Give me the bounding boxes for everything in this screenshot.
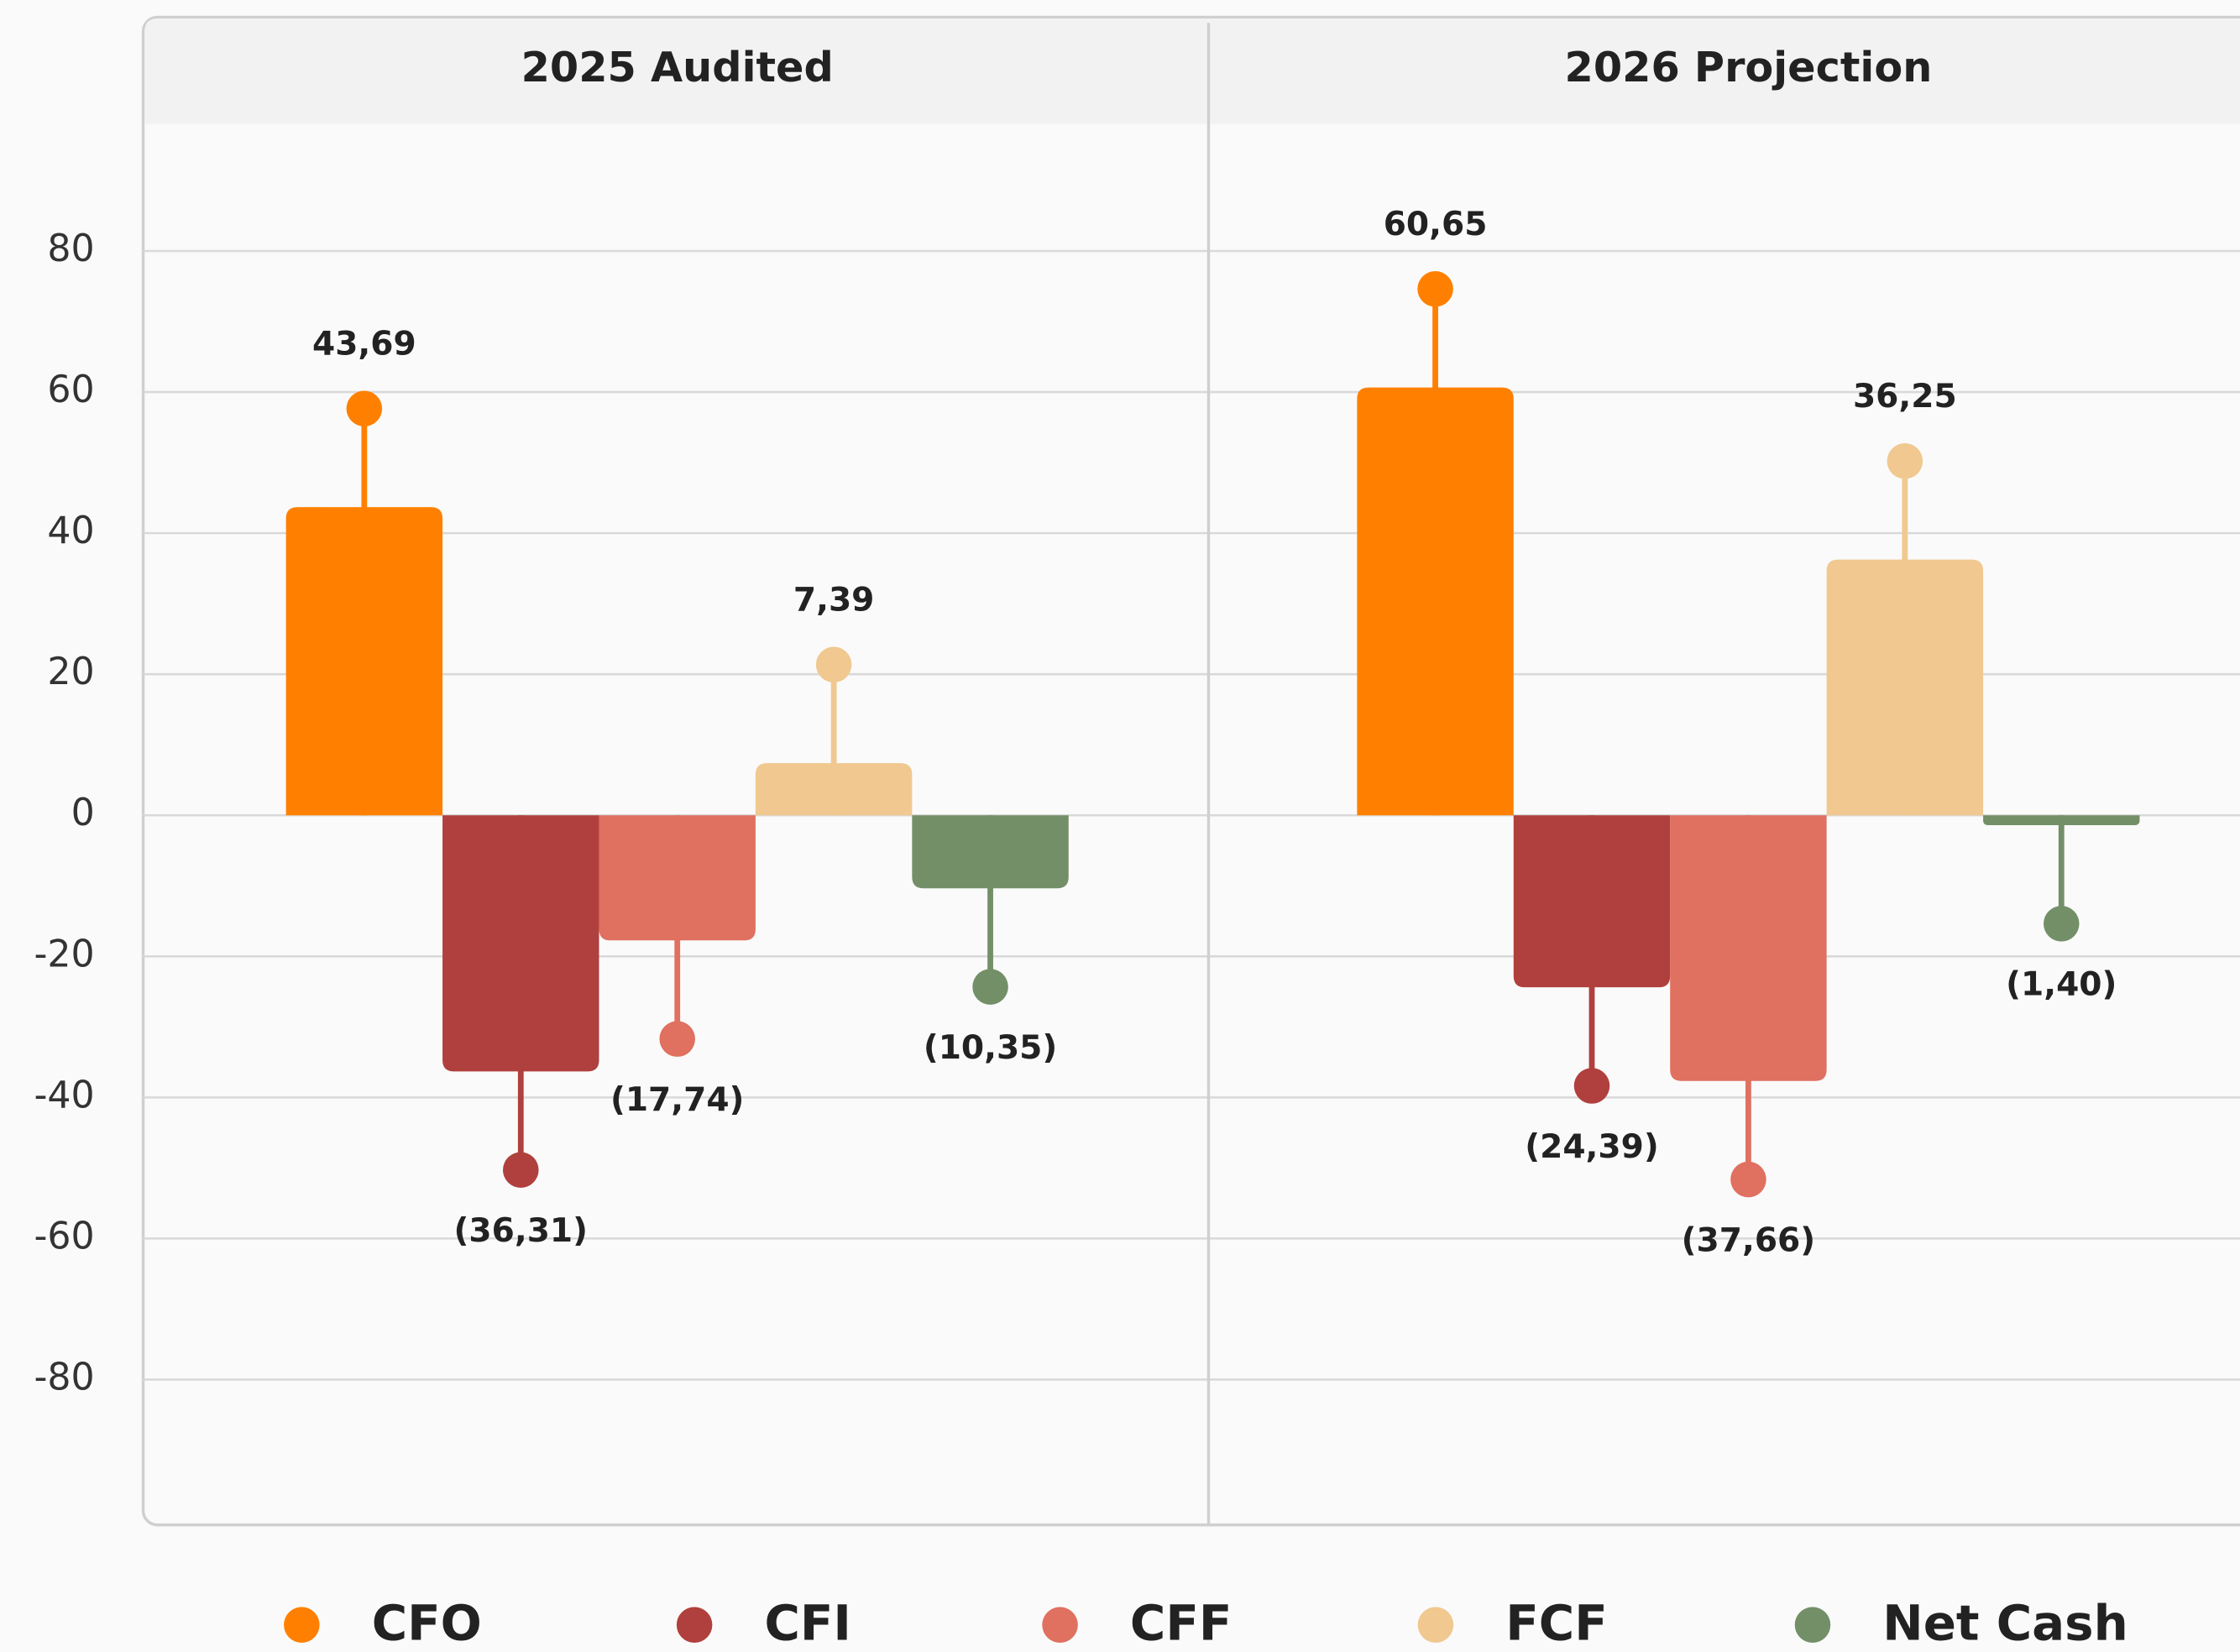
bar xyxy=(1826,559,1984,816)
y-tick-label: -80 xyxy=(34,1356,94,1398)
y-tick-label: 60 xyxy=(47,369,94,411)
bar xyxy=(1670,815,1827,1081)
bar xyxy=(285,507,443,816)
legend-label: CFO xyxy=(372,1594,482,1651)
value-label: 7,39 xyxy=(793,581,875,619)
y-tick-label: 20 xyxy=(47,651,94,693)
value-label: 43,69 xyxy=(312,325,416,363)
bar xyxy=(1357,387,1514,816)
bar xyxy=(912,815,1069,889)
legend-swatch xyxy=(1042,1607,1078,1643)
y-tick-label: -20 xyxy=(34,933,94,975)
lollipop-dot xyxy=(1573,1068,1610,1104)
legend-swatch xyxy=(284,1607,320,1643)
bar xyxy=(442,815,599,1072)
y-tick-label: 40 xyxy=(47,510,94,552)
panel-frame xyxy=(141,15,2240,1527)
value-label: 36,25 xyxy=(1853,378,1957,416)
y-tick-label: 0 xyxy=(71,792,95,834)
value-label: (10,35) xyxy=(924,1029,1057,1067)
lollipop-dot xyxy=(659,1021,695,1057)
legend-label: CFI xyxy=(764,1594,850,1651)
y-tick-label: -40 xyxy=(34,1074,94,1116)
lollipop-dot xyxy=(2044,906,2080,942)
legend-label: Net Cash xyxy=(1882,1594,2127,1651)
value-label: (1,40) xyxy=(2006,966,2117,1004)
legend-swatch xyxy=(1417,1607,1454,1643)
y-tick-label: 80 xyxy=(47,227,94,270)
value-label: 60,65 xyxy=(1384,206,1488,243)
lollipop-dot xyxy=(1417,270,1453,307)
bar xyxy=(1983,815,2140,826)
lollipop-dot xyxy=(1730,1161,1766,1198)
panel-header xyxy=(144,18,2240,124)
value-label: (37,66) xyxy=(1682,1221,1815,1259)
bar xyxy=(755,763,913,816)
facet-title: 2026 Projection xyxy=(1565,43,1933,91)
lollipop-dot xyxy=(346,390,383,427)
legend-swatch xyxy=(1794,1607,1831,1643)
value-label: (17,74) xyxy=(610,1081,744,1119)
facet-title: 2025 Audited xyxy=(521,43,834,91)
legend-label: FCF xyxy=(1505,1594,1607,1651)
lollipop-dot xyxy=(503,1152,539,1188)
legend-label: CFF xyxy=(1130,1594,1232,1651)
lollipop-dot xyxy=(815,646,852,683)
legend-swatch xyxy=(676,1607,713,1643)
y-tick-label: -60 xyxy=(34,1215,94,1257)
lollipop-dot xyxy=(972,969,1008,1005)
bar xyxy=(1513,815,1671,988)
value-label: (24,39) xyxy=(1525,1128,1658,1166)
lollipop-dot xyxy=(1887,443,1923,479)
value-label: (36,31) xyxy=(454,1212,588,1250)
bar xyxy=(599,815,756,941)
